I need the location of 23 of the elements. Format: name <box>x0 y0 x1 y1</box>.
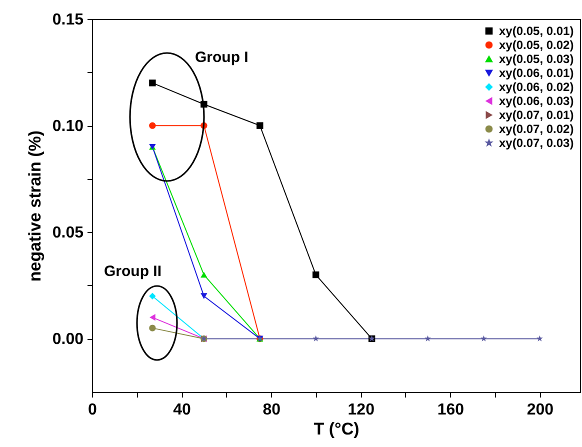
annotation: Group I <box>195 49 248 66</box>
y-tick-label: 0.15 <box>52 12 84 28</box>
legend-label: xy(0.06, 0.01) <box>499 66 574 80</box>
y-tick-label: 0.05 <box>52 224 84 242</box>
x-tick-label: 120 <box>348 402 375 418</box>
legend-label: xy(0.07, 0.01) <box>499 108 574 122</box>
legend-label: xy(0.05, 0.02) <box>499 38 574 52</box>
y-axis-title: negative strain (%) <box>25 130 44 282</box>
legend-label: xy(0.07, 0.02) <box>499 122 574 136</box>
y-tick-label: 0.00 <box>52 331 84 348</box>
legend-label: xy(0.05, 0.03) <box>499 52 574 66</box>
x-axis-title: T (°C) <box>314 420 360 438</box>
x-tick-label: 200 <box>526 402 554 418</box>
legend-label: xy(0.06, 0.03) <box>499 94 574 108</box>
legend-label: xy(0.07, 0.03) <box>499 136 574 150</box>
x-tick-label: 0 <box>88 402 98 418</box>
legend-label: xy(0.06, 0.02) <box>499 80 574 94</box>
x-tick-label: 160 <box>437 402 464 418</box>
annotation: Group II <box>104 263 162 280</box>
y-tick-label: 0.10 <box>52 118 84 136</box>
x-tick-label: 40 <box>173 402 192 418</box>
legend-label: xy(0.05, 0.01) <box>499 24 574 38</box>
x-tick-label: 80 <box>262 402 281 418</box>
